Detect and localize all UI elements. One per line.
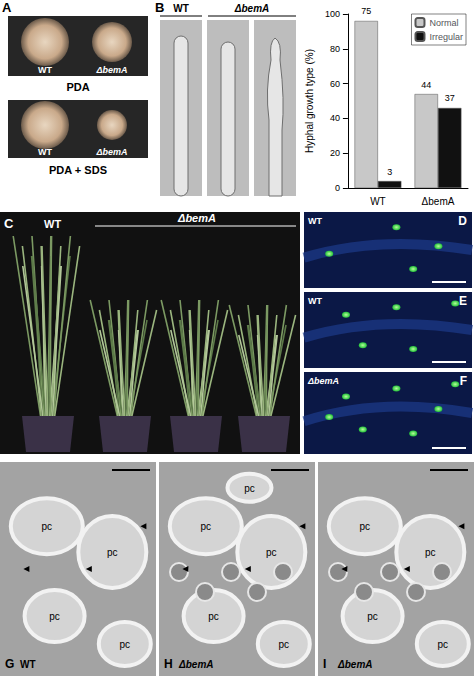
svg-text:ΔbemA: ΔbemA — [95, 147, 127, 157]
svg-text:A: A — [2, 0, 12, 15]
svg-text:37: 37 — [445, 93, 455, 103]
svg-text:pc: pc — [425, 547, 436, 558]
svg-text:pc: pc — [279, 639, 290, 650]
svg-text:PDA + SDS: PDA + SDS — [49, 164, 107, 176]
svg-text:20: 20 — [330, 148, 340, 158]
svg-text:F: F — [460, 374, 467, 388]
svg-text:pc: pc — [49, 611, 60, 622]
svg-text:pc: pc — [244, 483, 255, 494]
svg-text:WT: WT — [173, 3, 189, 14]
svg-text:pc: pc — [266, 547, 277, 558]
svg-text:C: C — [4, 216, 14, 231]
svg-text:B: B — [155, 0, 164, 15]
svg-text:pc: pc — [42, 521, 53, 532]
svg-text:ΔbemA: ΔbemA — [177, 212, 216, 224]
svg-text:pc: pc — [438, 639, 449, 650]
svg-text:ΔbemA: ΔbemA — [178, 659, 214, 670]
svg-text:WT: WT — [308, 216, 322, 226]
svg-text:ΔbemA: ΔbemA — [422, 196, 455, 207]
svg-text:0: 0 — [335, 183, 340, 193]
svg-text:PDA: PDA — [66, 81, 89, 93]
svg-text:pc: pc — [107, 547, 118, 558]
svg-text:WT: WT — [38, 65, 52, 75]
svg-text:75: 75 — [361, 6, 371, 16]
svg-text:E: E — [459, 294, 467, 308]
svg-text:WT: WT — [38, 147, 52, 157]
svg-text:44: 44 — [421, 80, 431, 90]
svg-text:80: 80 — [330, 44, 340, 54]
svg-text:pc: pc — [120, 639, 131, 650]
svg-text:WT: WT — [20, 659, 36, 670]
svg-text:I: I — [323, 657, 326, 671]
svg-text:WT: WT — [370, 196, 386, 207]
svg-text:Irregular: Irregular — [429, 32, 463, 42]
svg-text:ΔbemA: ΔbemA — [307, 376, 339, 386]
svg-text:ΔbemA: ΔbemA — [234, 3, 270, 14]
svg-text:WT: WT — [44, 218, 61, 230]
svg-text:ΔbemA: ΔbemA — [337, 659, 373, 670]
svg-text:100: 100 — [325, 9, 340, 19]
svg-text:G: G — [5, 657, 14, 671]
svg-text:ΔbemA: ΔbemA — [95, 65, 127, 75]
svg-text:D: D — [458, 214, 467, 228]
svg-text:WT: WT — [308, 296, 322, 306]
svg-text:3: 3 — [387, 167, 392, 177]
svg-text:Normal: Normal — [429, 18, 458, 28]
svg-text:Hyphal growth type (%): Hyphal growth type (%) — [304, 49, 315, 153]
svg-text:40: 40 — [330, 113, 340, 123]
svg-text:H: H — [164, 657, 173, 671]
svg-text:60: 60 — [330, 79, 340, 89]
svg-text:pc: pc — [367, 611, 378, 622]
svg-text:pc: pc — [360, 521, 371, 532]
svg-text:pc: pc — [201, 521, 212, 532]
svg-text:pc: pc — [208, 611, 219, 622]
